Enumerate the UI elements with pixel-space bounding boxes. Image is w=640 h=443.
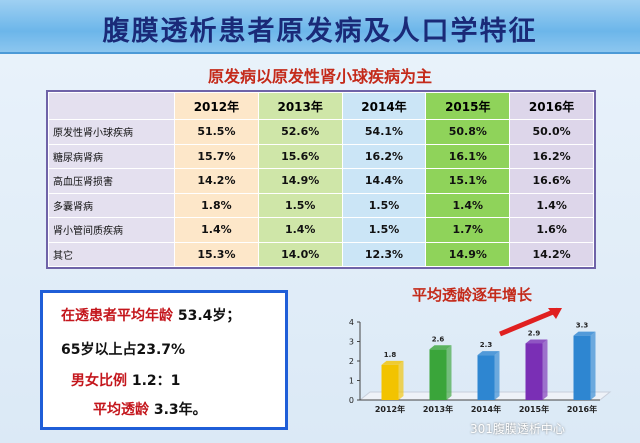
table-cell: 16.1% [425,143,511,169]
table-row: 多囊肾病 1.8% 1.5% 1.5% 1.4% 1.4% [48,192,594,218]
table-cell: 14.9% [425,241,511,267]
y-tick-label: 3 [349,338,354,347]
table-cell: 1.8% [174,192,259,218]
page-title: 腹膜透析患者原发病及人口学特征 [102,16,538,47]
avg-age-line: 在透患者平均年龄 53.4岁； [61,305,240,325]
trend-arrow-shaft [499,307,559,337]
title-banner: 腹膜透析患者原发病及人口学特征 [0,0,640,54]
table-cell: 1.5% [257,192,343,218]
dialysis-age-line: 平均透龄 3.3年。 [93,399,207,419]
bar-top [573,331,596,336]
y-tick-label: 1 [349,377,354,386]
table-cell: 1.6% [509,217,594,243]
demographics-box: 在透患者平均年龄 53.4岁； 65岁以上占23.7% 男女比例 1.2：1 平… [40,290,288,430]
dialysis-age-value: 3.3年。 [153,402,207,418]
chart-title: 平均透龄逐年增长 [411,286,532,304]
sex-ratio-value: 1.2：1 [131,373,181,389]
y-tick-label: 4 [349,318,354,327]
column-header-2012: 2012年 [174,92,259,120]
table-row: 原发性肾小球疾病 51.5% 52.6% 54.1% 50.8% 50.0% [48,119,594,145]
column-header-2014: 2014年 [341,92,427,120]
x-tick-label: 2012年 [375,404,405,414]
table-cell: 14.4% [341,168,427,194]
data-label: 2.6 [432,335,445,343]
x-tick-label: 2016年 [567,404,597,414]
bar-side [446,345,452,400]
avg-age-label: 在透患者平均年龄 [61,308,173,324]
bar-top [429,345,452,350]
bar [477,355,495,400]
row-label: 高血压肾损害 [48,168,175,194]
data-label: 3.3 [576,322,589,330]
table-cell: 1.4% [425,192,511,218]
row-label: 原发性肾小球疾病 [48,119,175,145]
bar [429,349,447,400]
table-row: 肾小管间质疾病 1.4% 1.4% 1.5% 1.7% 1.6% [48,217,594,243]
data-label: 1.8 [384,351,397,359]
dialysis-age-bar-chart: 0 1 2 3 4 1.8 2012年 2.6 2013年 2.3 2014年 2.9 2015年 3.3… [349,307,612,414]
data-label: 2.3 [480,341,493,349]
y-tick-label: 0 [349,396,354,405]
bar-top [525,339,548,344]
table-caption: 原发病以原发性肾小球疾病为主 [207,67,432,86]
table-cell: 15.3% [174,241,259,267]
table-cell: 12.3% [341,241,427,267]
bar [525,343,543,400]
bar [381,364,399,400]
x-tick-label: 2014年 [471,404,501,414]
bar-side [542,339,548,400]
table-cell: 1.4% [509,192,594,218]
column-header-2015: 2015年 [425,92,511,120]
row-label: 其它 [48,241,175,267]
bar-top [381,360,404,365]
table-cell: 54.1% [341,119,427,145]
x-tick-label: 2013年 [423,404,453,414]
table-corner-cell [48,92,175,120]
table-cell: 14.2% [509,241,594,267]
table-cell: 15.7% [174,143,259,169]
y-tick-label: 2 [349,357,354,366]
table-cell: 15.6% [257,143,343,169]
table-cell: 1.4% [174,217,259,243]
avg-age-value: 53.4岁； [177,308,241,324]
bar-side [590,331,596,400]
trend-arrow-head [548,308,562,319]
table-cell: 1.7% [425,217,511,243]
table-cell: 1.4% [257,217,343,243]
row-label: 多囊肾病 [48,192,175,218]
data-label: 2.9 [528,329,541,337]
sex-ratio-label: 男女比例 [71,373,127,389]
table-cell: 52.6% [257,119,343,145]
table-header-row: 2012年 2013年 2014年 2015年 2016年 [48,92,594,120]
row-label: 肾小管间质疾病 [48,217,175,243]
x-tick-label: 2015年 [519,404,549,414]
table-cell: 50.8% [425,119,511,145]
bar-side [398,360,404,400]
row-label: 糖尿病肾病 [48,143,175,169]
column-header-2013: 2013年 [257,92,343,120]
table-cell: 14.9% [257,168,343,194]
table-cell: 16.6% [509,168,594,194]
table-row: 糖尿病肾病 15.7% 15.6% 16.2% 16.1% 16.2% [48,143,594,169]
sex-ratio-line: 男女比例 1.2：1 [71,370,180,390]
bar [573,335,591,400]
over65-text: 65岁以上占23.7% [61,342,186,358]
table-cell: 1.5% [341,192,427,218]
table-row: 其它 15.3% 14.0% 12.3% 14.9% 14.2% [48,241,594,267]
table-row: 高血压肾损害 14.2% 14.9% 14.4% 15.1% 16.6% [48,168,594,194]
table-cell: 14.0% [257,241,343,267]
table-cell: 51.5% [174,119,259,145]
dialysis-age-label: 平均透龄 [93,402,149,418]
bar-side [494,351,500,400]
table-cell: 50.0% [509,119,594,145]
bar-top [477,351,500,356]
disease-table: 2012年 2013年 2014年 2015年 2016年 原发性肾小球疾病 5… [46,90,596,269]
table-cell: 14.2% [174,168,259,194]
table-cell: 16.2% [341,143,427,169]
watermark-text: 301腹膜透析中心 [470,422,565,436]
table-cell: 16.2% [509,143,594,169]
table-cell: 15.1% [425,168,511,194]
table-cell: 1.5% [341,217,427,243]
column-header-2016: 2016年 [509,92,594,120]
